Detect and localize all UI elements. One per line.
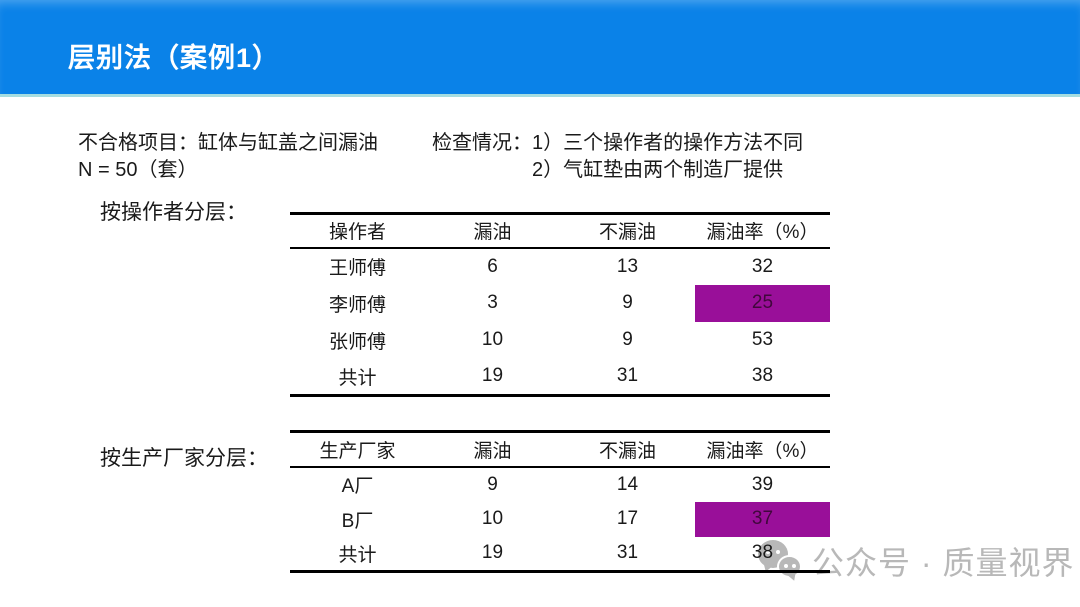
cell-noleak: 9 [622,292,633,313]
col-header-operator: 操作者 [328,222,386,244]
section-label-by-factory: 按生产厂家分层： [100,447,268,470]
cell-leak: 10 [481,329,504,350]
inspection-label: 检查情况： [432,132,532,154]
cell-leakrate-highlighted: 37 [695,501,830,537]
cell-leak: 6 [487,255,498,277]
col-header-leak: 漏油 [473,440,512,462]
inspection-points: 1）三个操作者的操作方法不同 2）气缸垫由两个制造厂提供 [532,130,803,184]
cell-noleak-total: 31 [616,542,639,564]
cell-noleak: 17 [616,508,639,529]
inspection-point-2: 2）气缸垫由两个制造厂提供 [532,159,784,181]
sample-size-text: N = 50（套） [78,159,198,181]
cell-noleak-total: 31 [616,365,639,387]
cell-leakrate-total: 38 [751,542,774,564]
cell-leak-total: 19 [481,542,504,564]
col-header-factory: 生产厂家 [319,440,396,462]
cell-leakrate: 53 [751,329,774,350]
cell-noleak: 14 [616,473,639,495]
page-title: 层别法（案例1） [68,43,281,73]
cell-noleak: 13 [616,255,639,277]
defect-info: 不合格项目：缸体与缸盖之间漏油 N = 50（套） [78,130,378,184]
operator-table-header-row: 操作者 漏油 不漏油 漏油率（%） [290,214,830,248]
inspection-point-1: 1）三个操作者的操作方法不同 [532,132,804,154]
cell-leak: 9 [487,473,498,495]
cell-noleak: 9 [622,329,633,350]
factory-table-header-row: 生产厂家 漏油 不漏油 漏油率（%） [290,432,830,467]
col-header-leakrate: 漏油率（%） [706,440,819,462]
factory-table: 生产厂家 漏油 不漏油 漏油率（%） A厂 9 14 39 B厂 10 17 3… [290,430,830,573]
table-row: B厂 10 17 37 [290,501,830,537]
inspection-info: 检查情况： 1）三个操作者的操作方法不同 2）气缸垫由两个制造厂提供 [432,130,803,184]
cell-leak: 10 [481,508,504,529]
cell-leakrate-highlighted: 25 [695,284,830,322]
cell-total-label: 共计 [338,544,377,566]
cell-operator: 张师傅 [328,331,386,353]
table-row: 张师傅 10 9 53 [290,322,830,359]
cell-factory: A厂 [341,476,374,497]
table-row-total: 共计 19 31 38 [290,537,830,572]
col-header-leak: 漏油 [473,222,512,244]
cell-operator: 李师傅 [328,294,386,316]
defect-item-text: 不合格项目：缸体与缸盖之间漏油 [78,132,378,154]
col-header-noleak: 不漏油 [598,440,656,462]
cell-leakrate-total: 38 [751,365,774,387]
cell-total-label: 共计 [338,367,377,389]
cell-operator: 王师傅 [328,258,386,279]
col-header-noleak: 不漏油 [598,222,656,244]
table-row: 王师傅 6 13 32 [290,248,830,285]
slide-header: 层别法（案例1） [0,0,1080,97]
cell-leak-total: 19 [481,365,504,387]
cell-leakrate: 32 [751,255,774,277]
table-row: A厂 9 14 39 [290,467,830,502]
table-row-total: 共计 19 31 38 [290,359,830,396]
cell-leakrate: 39 [751,473,774,495]
watermark-text: 公众号 · 质量视界 [812,545,1075,581]
col-header-leakrate: 漏油率（%） [706,222,819,244]
cell-leak: 3 [487,292,498,313]
table-row: 李师傅 3 9 25 [290,284,830,322]
section-label-by-operator: 按操作者分层： [100,201,247,224]
cell-factory: B厂 [341,510,374,532]
operator-table: 操作者 漏油 不漏油 漏油率（%） 王师傅 6 13 32 李师傅 3 9 25… [290,212,830,397]
